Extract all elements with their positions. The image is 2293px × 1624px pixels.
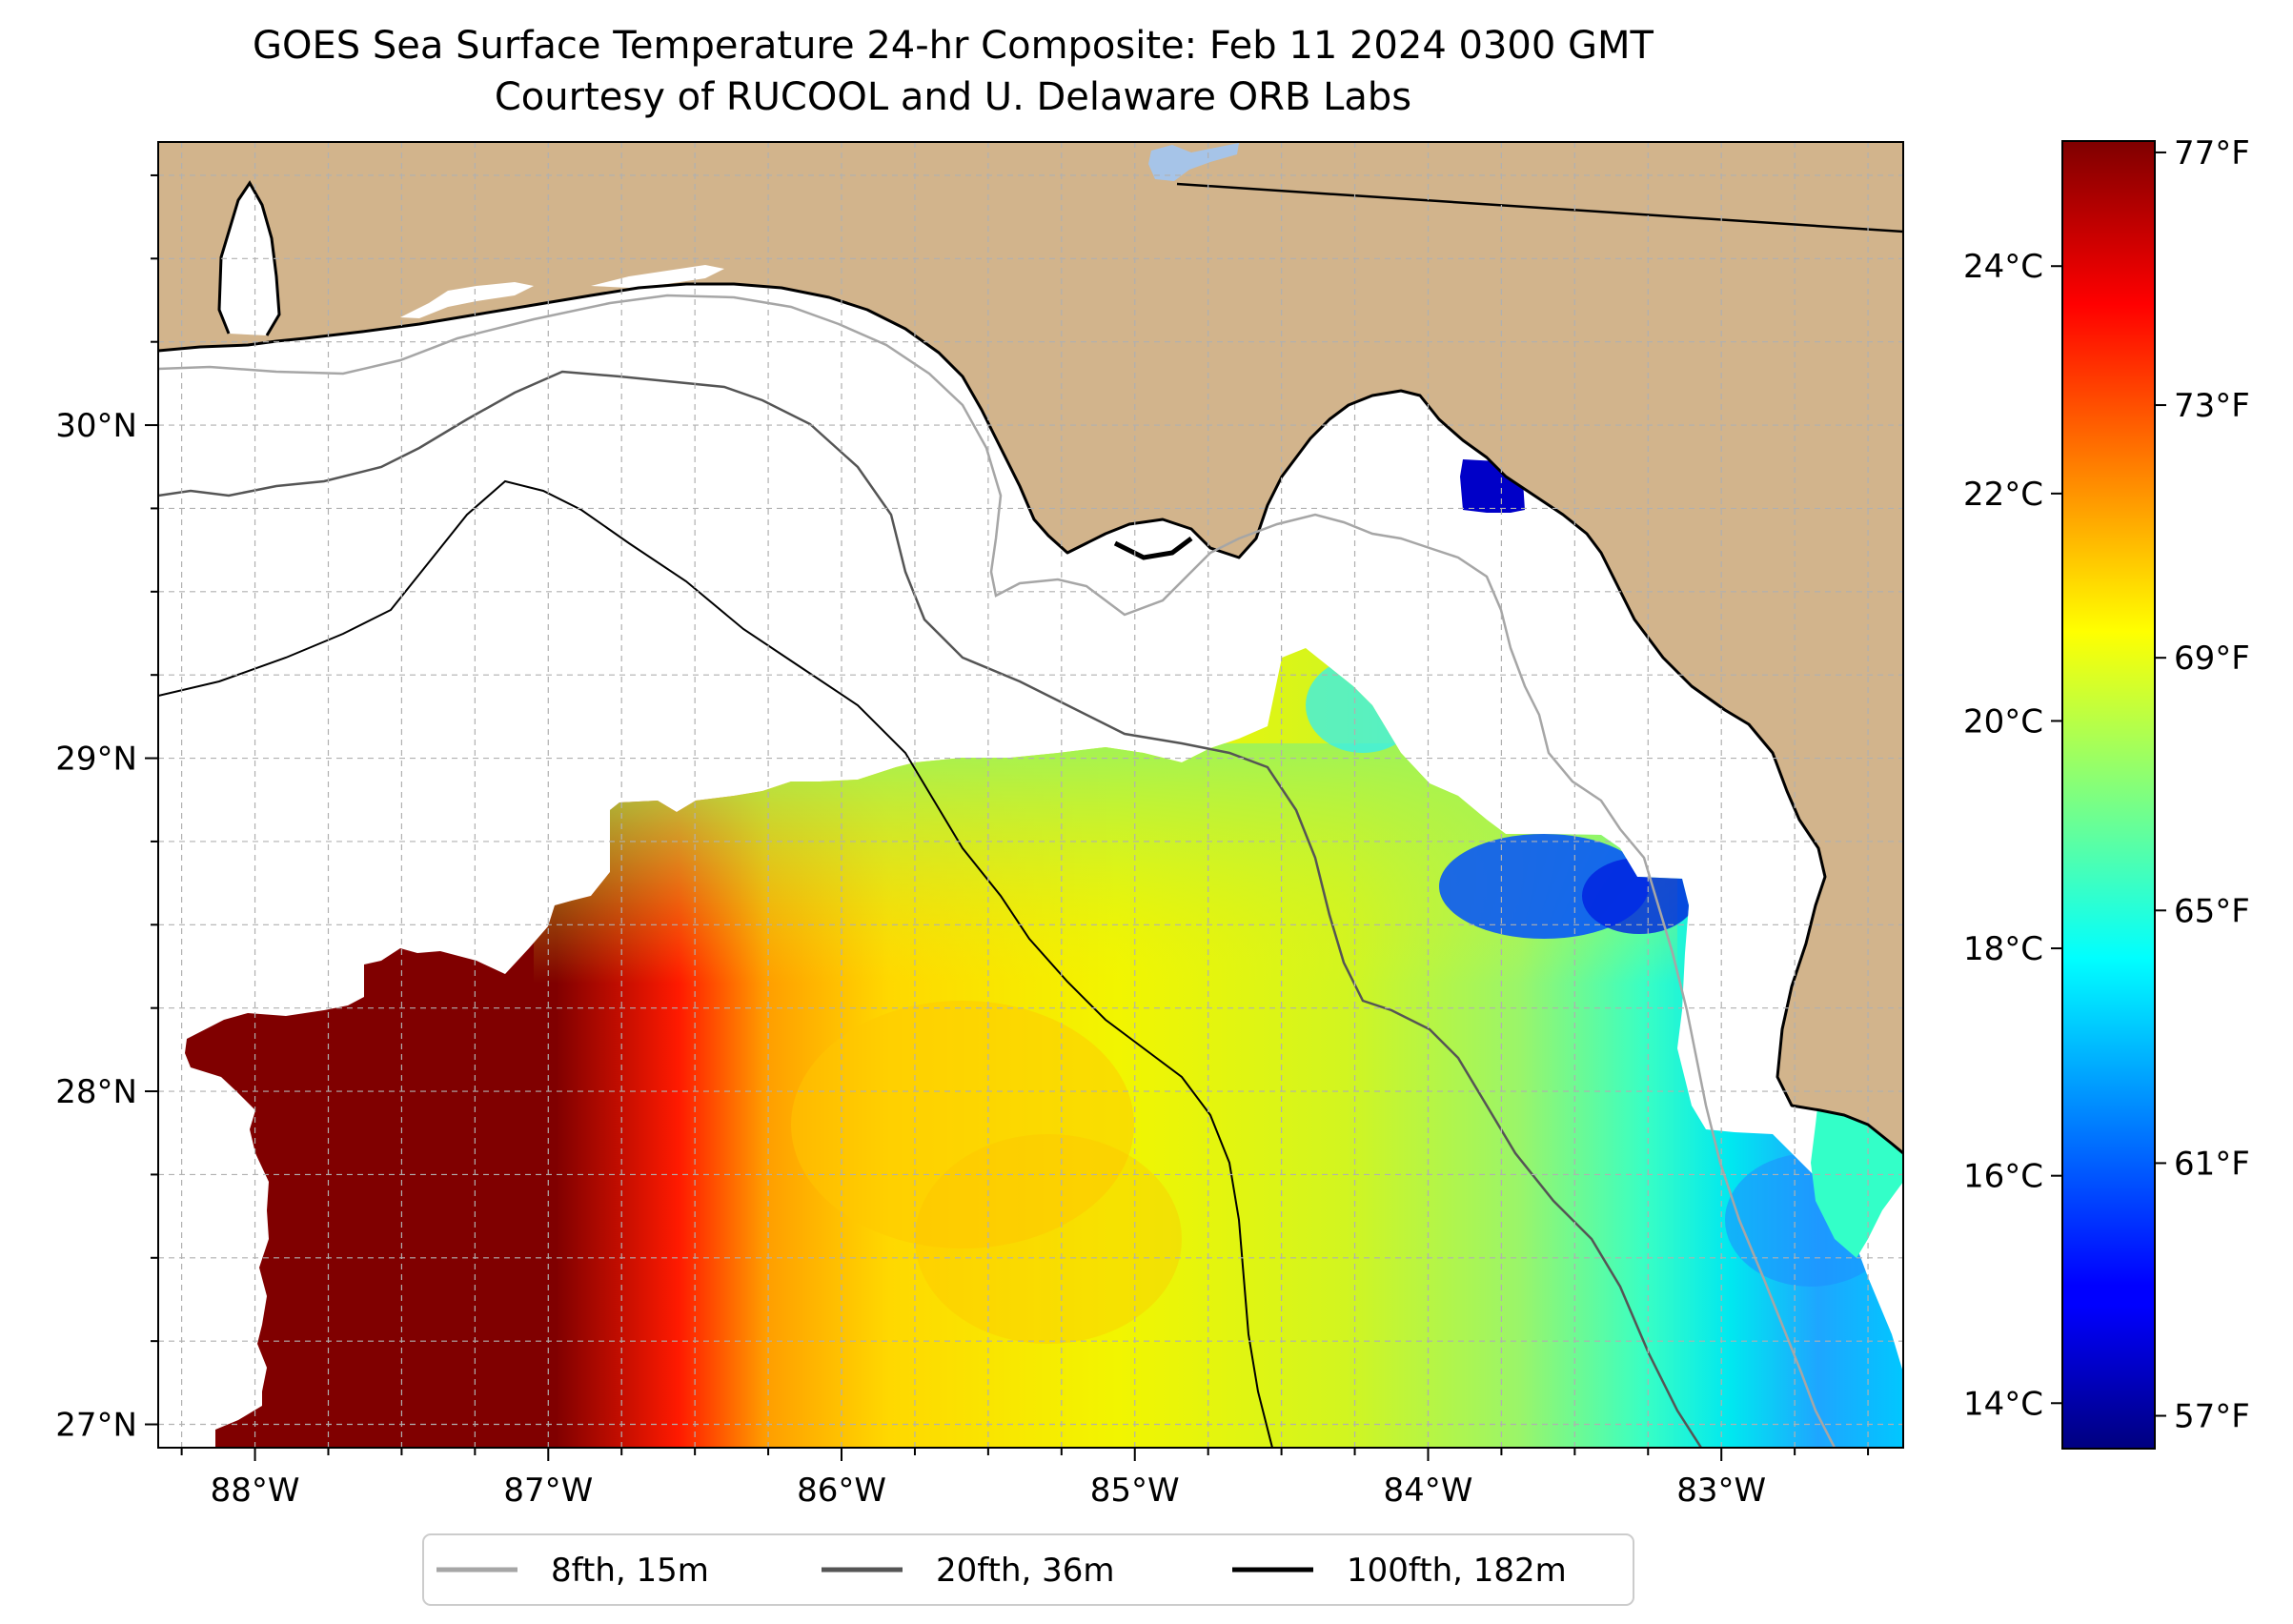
lon-tick-label: 83°W	[1676, 1472, 1766, 1510]
fahrenheit-tick-label: 69°F	[2174, 639, 2250, 678]
fahrenheit-ticks: 57°F 61°F 65°F 69°F 73°F 77°F	[2155, 134, 2250, 1436]
lat-tick-label: 27°N	[55, 1407, 137, 1445]
lon-tick-label: 88°W	[211, 1472, 300, 1510]
lon-tick-label: 85°W	[1090, 1472, 1180, 1510]
legend-box	[422, 1533, 1634, 1606]
contour-legend: 8fth, 15m 20fth, 36m 100fth, 182m	[422, 1533, 1634, 1606]
celsius-tick-label: 16°C	[1963, 1158, 2043, 1196]
fahrenheit-tick-label: 57°F	[2174, 1398, 2250, 1436]
mobile-bay-outline	[217, 180, 281, 336]
colorbar-frame	[2061, 140, 2156, 1450]
legend-label: 20fth, 36m	[936, 1552, 1115, 1590]
lon-tick-label: 84°W	[1384, 1472, 1473, 1510]
lat-tick-label: 29°N	[55, 741, 137, 779]
celsius-tick-label: 18°C	[1963, 930, 2043, 968]
contour-8fth	[158, 294, 1836, 1448]
colorbar-gradient	[2062, 141, 2155, 1449]
celsius-tick-label: 24°C	[1963, 248, 2043, 286]
land-mass	[158, 142, 1903, 1153]
map-frame	[157, 141, 1904, 1449]
latitude-tick-labels: 27°N 28°N 29°N 30°N	[55, 173, 158, 1445]
pensacola-bay	[400, 282, 534, 318]
legend-label: 8fth, 15m	[551, 1552, 709, 1590]
fahrenheit-tick-label: 73°F	[2174, 387, 2250, 425]
legend-label: 100fth, 182m	[1347, 1552, 1567, 1590]
fahrenheit-tick-label: 77°F	[2174, 134, 2250, 173]
graticule	[158, 142, 1903, 1448]
choctawhatchee-bay	[591, 265, 724, 288]
lat-tick-label: 30°N	[55, 407, 137, 445]
lat-tick-label: 28°N	[55, 1073, 137, 1111]
celsius-tick-label: 22°C	[1963, 476, 2043, 514]
contour-100fth	[158, 479, 1273, 1448]
contour-20fth	[158, 370, 1703, 1448]
map-subtitle: Courtesy of RUCOOL and U. Delaware ORB L…	[494, 75, 1412, 119]
mobile-bay	[219, 183, 279, 335]
lake-seminole	[1148, 143, 1239, 181]
fahrenheit-tick-label: 65°F	[2174, 892, 2250, 930]
map-title: GOES Sea Surface Temperature 24-hr Compo…	[253, 24, 1654, 68]
coastline	[158, 282, 1903, 1155]
celsius-tick-label: 20°C	[1963, 702, 2043, 741]
fahrenheit-tick-label: 61°F	[2174, 1145, 2250, 1183]
colorbar: 14°C 16°C 18°C 20°C 22°C 24°C 57°F 61°F 65°F 69°…	[1963, 134, 2250, 1450]
map-axes: 88°W 87°W 86°W 85°W 84°W 83°W 27°N 28°N 29°N 30°…	[55, 141, 1904, 1510]
state-border	[1176, 182, 1903, 233]
barrier-island	[1113, 537, 1193, 560]
celsius-tick-label: 14°C	[1963, 1385, 2043, 1423]
longitude-tick-labels: 88°W 87°W 86°W 85°W 84°W 83°W	[180, 1448, 1870, 1510]
lon-tick-label: 86°W	[797, 1472, 886, 1510]
lon-tick-label: 87°W	[503, 1472, 593, 1510]
celsius-ticks: 14°C 16°C 18°C 20°C 22°C 24°C	[1963, 248, 2062, 1423]
